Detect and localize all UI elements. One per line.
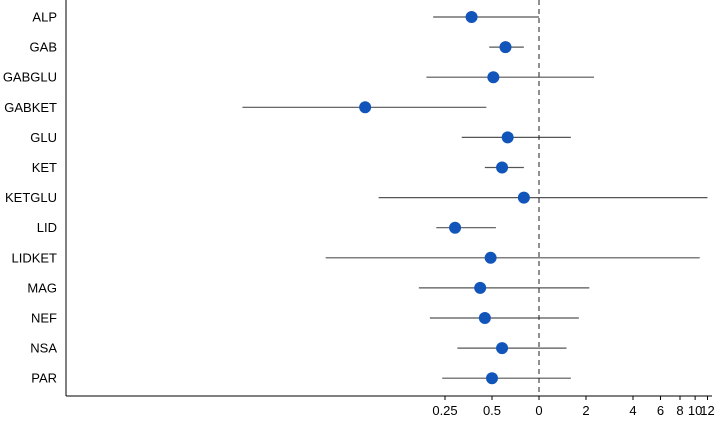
- row-label: ALP: [32, 10, 57, 25]
- x-tick-label: 10: [688, 403, 702, 418]
- estimate-point: [474, 281, 487, 294]
- estimate-point: [465, 11, 478, 23]
- estimate-point: [496, 342, 509, 355]
- estimate-point: [487, 71, 500, 84]
- estimate-point: [517, 191, 530, 204]
- estimate-point: [359, 101, 372, 114]
- row-par: PAR: [31, 371, 571, 386]
- row-label: MAG: [27, 280, 57, 295]
- estimate-point: [478, 312, 491, 324]
- estimate-point: [486, 372, 498, 385]
- row-label: KETGLU: [5, 190, 57, 205]
- row-label: PAR: [31, 371, 57, 386]
- row-gab: GAB: [30, 40, 524, 55]
- x-tick-label: 6: [657, 403, 664, 418]
- row-label: GABGLU: [3, 70, 57, 85]
- row-lidket: LIDKET: [11, 250, 700, 265]
- estimate-point: [499, 41, 512, 54]
- x-tick-label: 0.25: [432, 403, 457, 418]
- row-glu: GLU: [30, 130, 571, 145]
- row-ket: KET: [32, 160, 524, 175]
- x-tick-label: 0: [535, 403, 542, 418]
- row-label: GLU: [30, 130, 57, 145]
- estimate-point: [501, 131, 514, 144]
- row-gabket: GABKET: [4, 100, 487, 115]
- row-nef: NEF: [31, 311, 579, 326]
- row-label: GAB: [30, 40, 57, 55]
- estimate-point: [484, 251, 497, 264]
- row-label: GABKET: [4, 100, 57, 115]
- row-label: NEF: [31, 311, 57, 326]
- row-nsa: NSA: [30, 341, 567, 356]
- estimate-point: [496, 161, 509, 174]
- row-ketglu: KETGLU: [5, 190, 708, 205]
- row-lid: LID: [37, 220, 496, 235]
- row-label: LID: [37, 220, 57, 235]
- estimate-point: [449, 221, 462, 234]
- row-alp: ALP: [32, 10, 539, 25]
- row-label: NSA: [30, 341, 57, 356]
- x-tick-label: 4: [629, 403, 636, 418]
- x-tick-label: 0.5: [483, 403, 501, 418]
- row-label: KET: [32, 160, 57, 175]
- x-tick-label: 8: [676, 403, 683, 418]
- x-tick-label: 2: [582, 403, 589, 418]
- row-mag: MAG: [27, 280, 590, 295]
- x-tick-label: 12: [700, 403, 714, 418]
- row-label: LIDKET: [11, 250, 57, 265]
- rows-layer: ALP GAB GABGLU GABKET GLU KET KETGLU LID LIDKET M…: [3, 10, 708, 386]
- row-gabglu: GABGLU: [3, 70, 594, 85]
